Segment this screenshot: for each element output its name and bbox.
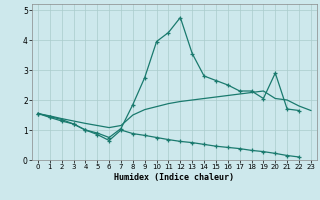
X-axis label: Humidex (Indice chaleur): Humidex (Indice chaleur) [115, 173, 234, 182]
